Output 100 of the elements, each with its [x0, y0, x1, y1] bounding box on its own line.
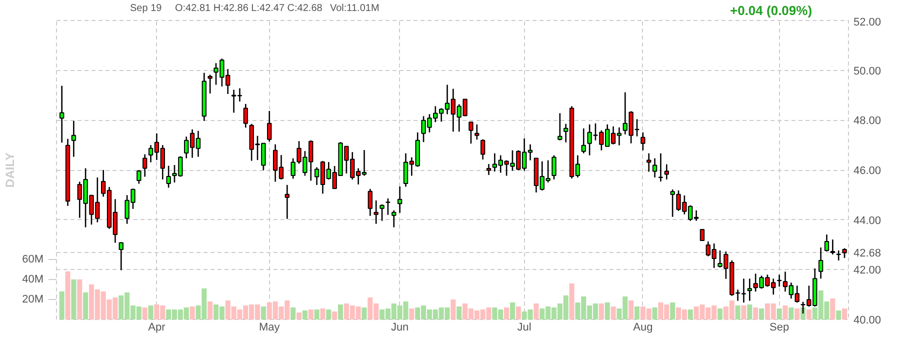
bar	[148, 305, 154, 320]
candlestick	[830, 238, 836, 256]
bar	[83, 292, 88, 320]
candlestick	[397, 186, 402, 214]
bar	[652, 307, 658, 320]
bar	[332, 311, 338, 320]
candlestick	[60, 85, 64, 144]
bar	[758, 308, 764, 320]
bar	[598, 303, 604, 320]
candlestick	[652, 158, 658, 178]
bar	[753, 307, 758, 320]
bar	[776, 308, 782, 320]
candlestick	[646, 152, 652, 172]
bar	[604, 302, 610, 320]
bar	[842, 308, 848, 320]
candlestick	[558, 112, 562, 141]
bar	[77, 279, 82, 320]
candlestick	[700, 229, 705, 242]
y-tick-label: 42.68	[854, 248, 882, 260]
candlestick	[392, 210, 396, 228]
bar	[717, 308, 723, 320]
candlestick	[818, 246, 824, 280]
candlestick	[142, 154, 148, 178]
bar	[747, 304, 752, 320]
candlestick	[208, 74, 212, 94]
y-tick-label: 50.00	[854, 65, 882, 78]
bar	[836, 310, 842, 320]
bar	[456, 306, 462, 320]
candlestick	[267, 110, 272, 142]
text: Vol:11.01M	[330, 2, 380, 16]
bar	[628, 300, 634, 320]
bar	[569, 283, 574, 320]
text: O:42.81 H:42.86 L:42.47 C:42.68	[175, 2, 322, 16]
x-tick-label: May	[258, 322, 280, 334]
y-tick-label: 46.00	[854, 165, 882, 177]
x-tick-label: Jul	[517, 322, 532, 334]
x-tick-label: Aug	[633, 322, 653, 334]
candlestick	[380, 204, 384, 222]
y-tick-label: 42.00	[854, 264, 882, 277]
candlestick	[166, 165, 171, 188]
candlestick	[581, 128, 586, 154]
bar	[610, 306, 616, 320]
text: Sep 19	[130, 2, 162, 16]
candlestick	[386, 198, 390, 216]
bar	[65, 271, 70, 320]
bar	[504, 307, 510, 320]
candlestick	[468, 122, 474, 144]
bar	[326, 309, 332, 320]
candlestick	[836, 250, 841, 262]
x-tick-label: Sep	[770, 322, 790, 334]
candlestick	[776, 274, 782, 288]
bar	[409, 308, 414, 320]
bar	[806, 309, 812, 320]
bar	[741, 305, 746, 320]
bar	[782, 305, 788, 320]
bar	[338, 304, 344, 320]
bar	[450, 299, 456, 320]
y-tick-label: 48.00	[854, 115, 882, 128]
bar	[794, 308, 800, 320]
bar	[71, 279, 76, 320]
bar	[830, 298, 836, 320]
y2-tick-label: 60M	[22, 253, 44, 266]
bar	[290, 307, 296, 320]
candlestick	[136, 169, 142, 184]
candlestick	[664, 164, 669, 180]
candlestick	[486, 163, 492, 176]
bar	[308, 309, 314, 320]
candlestick	[474, 124, 480, 140]
bar	[320, 308, 326, 320]
bar	[788, 307, 794, 320]
bar	[260, 306, 266, 320]
candlestick	[658, 152, 664, 182]
bar	[208, 301, 213, 320]
candlestick	[747, 278, 752, 302]
candlestick	[552, 154, 556, 180]
candlestick	[824, 234, 830, 252]
bar	[510, 302, 515, 320]
text: +0.04 (0.09%)	[730, 2, 812, 20]
candlestick	[480, 138, 486, 160]
bar	[302, 310, 308, 320]
bar	[362, 307, 367, 320]
x-tick-label: Apr	[148, 322, 166, 334]
candlestick	[640, 132, 646, 151]
bar	[190, 306, 195, 320]
bar	[314, 309, 320, 320]
candlestick	[71, 120, 76, 158]
bar	[296, 312, 302, 320]
candlestick	[374, 200, 378, 224]
candlestick	[243, 103, 248, 128]
bar	[670, 302, 676, 320]
candlestick	[368, 188, 373, 216]
bar	[688, 309, 693, 320]
x-tick-label: Jun	[390, 322, 409, 334]
candlestick	[118, 242, 124, 271]
y2-tick-label: 40M	[22, 273, 44, 286]
candlestick	[842, 248, 847, 259]
bar	[735, 305, 740, 320]
bar	[634, 306, 640, 320]
y-tick-label: 44.00	[854, 214, 882, 227]
candlestick	[284, 184, 290, 220]
